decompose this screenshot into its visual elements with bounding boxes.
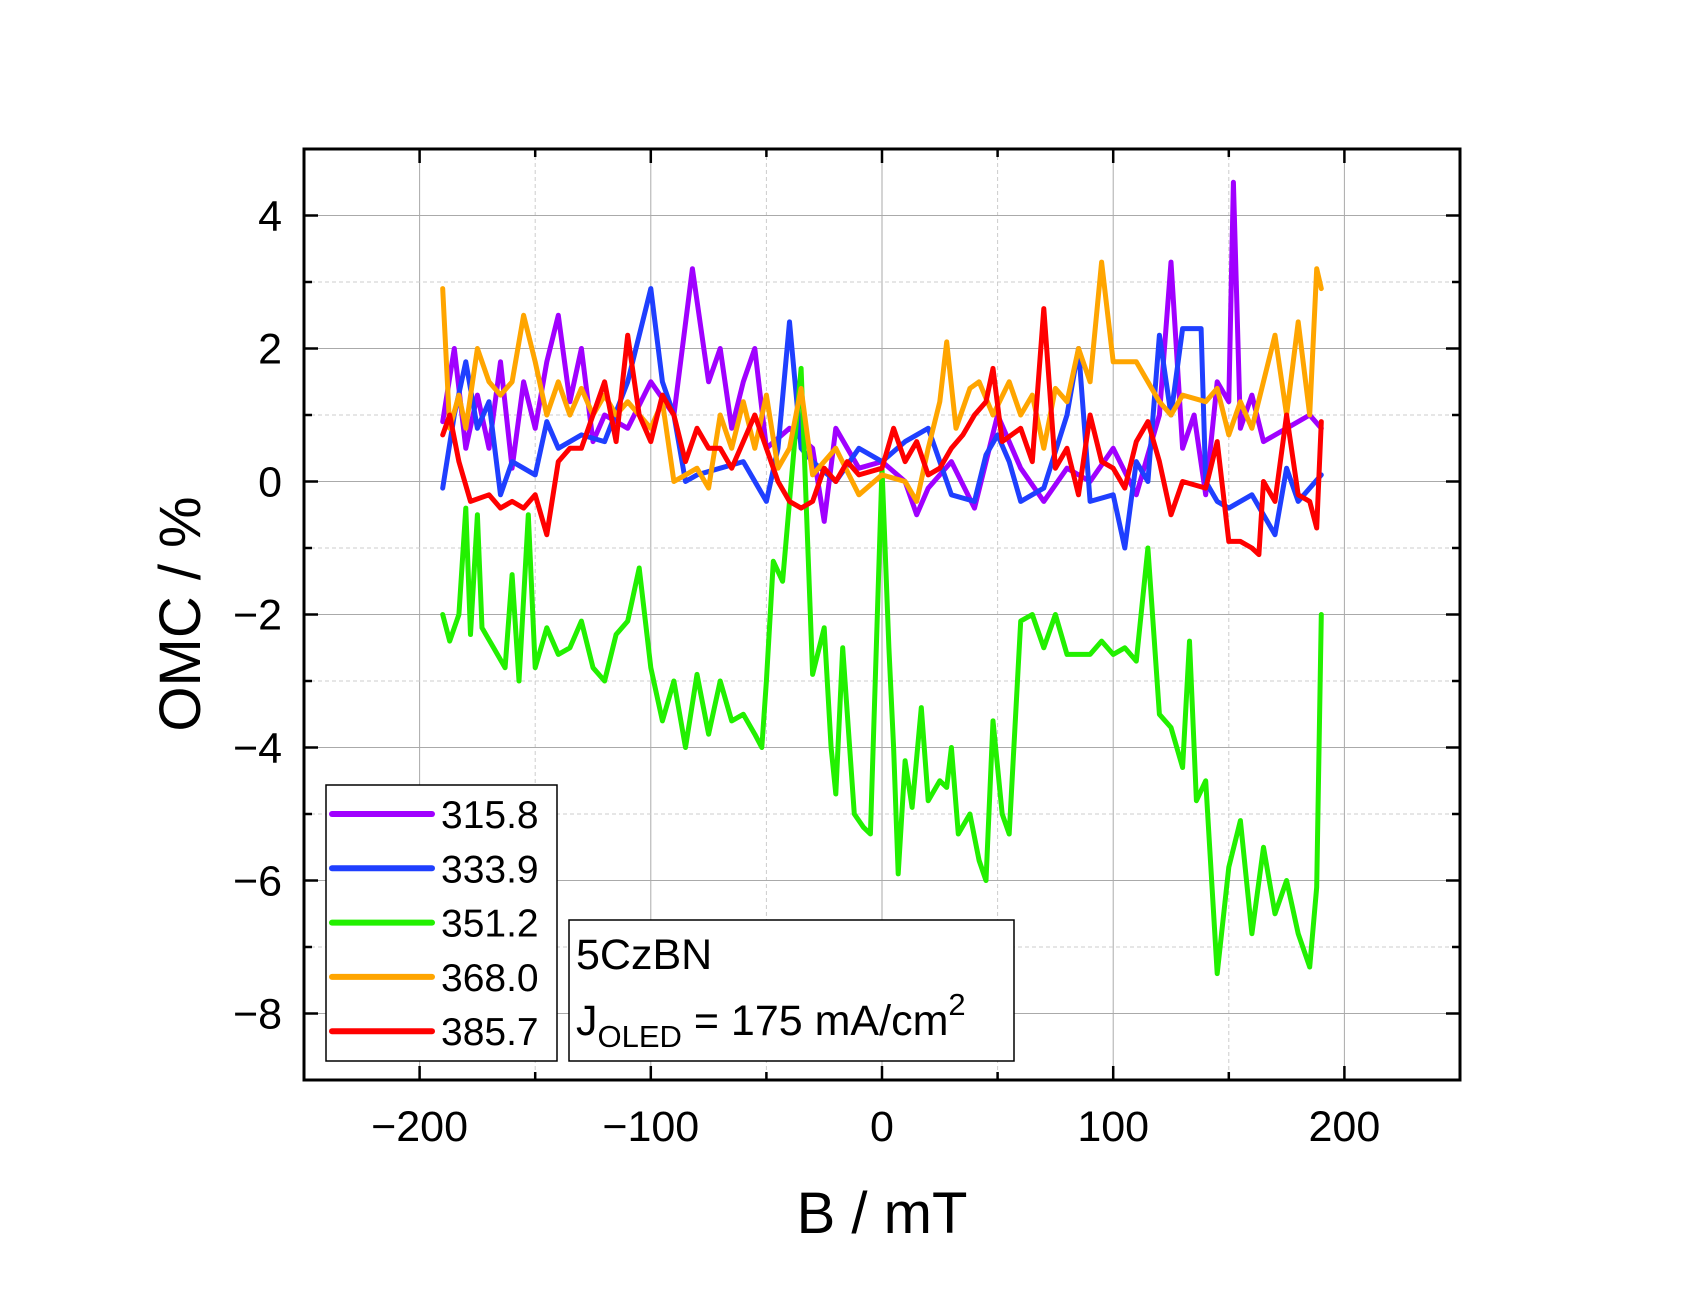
annotation-current-density: JOLED = 175 mA/cm2 bbox=[576, 987, 966, 1054]
annotation-material: 5CzBN bbox=[576, 931, 712, 979]
series-line-351.2 bbox=[440, 365, 1324, 977]
annotation-j: J bbox=[576, 997, 598, 1045]
legend-label: 333.9 bbox=[441, 848, 539, 891]
x-tick-label: −200 bbox=[371, 1103, 468, 1151]
y-tick-label: −4 bbox=[233, 725, 282, 773]
annotation-frame bbox=[568, 919, 1015, 1062]
x-axis-title: B / mT bbox=[797, 1181, 968, 1246]
series-lines bbox=[440, 179, 1324, 977]
annotation-value: = 175 mA/cm bbox=[682, 997, 948, 1045]
y-tick-label: −8 bbox=[233, 991, 282, 1039]
series-line-368.0 bbox=[440, 259, 1324, 504]
series-line-315.8 bbox=[440, 179, 1324, 524]
legend-label: 315.8 bbox=[441, 794, 539, 837]
y-tick-label: 0 bbox=[258, 459, 282, 507]
x-tick-label: 100 bbox=[1077, 1103, 1149, 1151]
annotation-superscript: 2 bbox=[948, 987, 965, 1022]
annotation-subscript: OLED bbox=[598, 1019, 682, 1054]
x-tick-label: −100 bbox=[602, 1103, 699, 1151]
series-line-385.7 bbox=[440, 306, 1324, 558]
ticks: −200 −100 0 100 200 −8 −6 −4 −2 0 2 4 bbox=[233, 147, 1462, 1151]
x-tick-label: 200 bbox=[1309, 1103, 1381, 1151]
y-tick-label: 2 bbox=[258, 326, 282, 374]
y-tick-label: −2 bbox=[233, 592, 282, 640]
legend-label: 351.2 bbox=[441, 903, 539, 946]
y-axis-title: OMC / % bbox=[148, 496, 213, 731]
x-tick-label: 0 bbox=[870, 1103, 894, 1151]
annotation-box: 5CzBN JOLED = 175 mA/cm2 bbox=[568, 919, 1015, 1062]
y-tick-label: 4 bbox=[258, 193, 282, 241]
legend: 315.8 333.9 351.2 368.0 385.7 bbox=[325, 784, 558, 1062]
y-tick-label: −6 bbox=[233, 858, 282, 906]
legend-label: 385.7 bbox=[441, 1011, 539, 1054]
legend-label: 368.0 bbox=[441, 957, 539, 1000]
